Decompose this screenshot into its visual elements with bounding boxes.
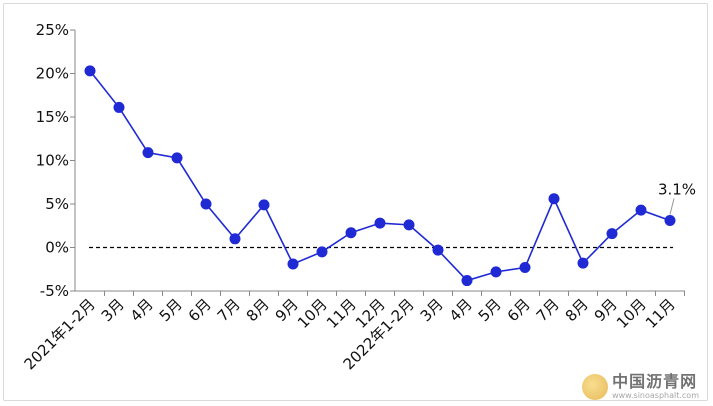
- x-tick-label: 11月: [323, 295, 360, 332]
- data-point: [490, 266, 502, 278]
- data-point: [519, 262, 531, 274]
- data-point: [403, 219, 415, 231]
- x-tick-label: 4月: [127, 295, 157, 325]
- watermark-en: www.sinoasphalt.com: [612, 391, 699, 400]
- data-point: [635, 204, 647, 216]
- data-point: [316, 246, 328, 258]
- x-tick-label: 3月: [417, 295, 447, 325]
- x-tick-label: 8月: [562, 295, 592, 325]
- data-point: [200, 198, 212, 210]
- watermark: 中国沥青网 www.sinoasphalt.com: [582, 374, 699, 400]
- data-point: [432, 244, 444, 256]
- x-tick-label: 7月: [533, 295, 563, 325]
- x-tick-label: 2021年1-2月: [21, 295, 99, 373]
- data-point: [171, 152, 183, 164]
- x-tick-label: 10月: [294, 295, 331, 332]
- x-tick-label: 7月: [214, 295, 244, 325]
- data-point: [461, 275, 473, 287]
- x-tick-label: 5月: [156, 295, 186, 325]
- data-point: [664, 215, 676, 227]
- y-tick-label: 0%: [45, 239, 69, 257]
- data-point: [229, 233, 241, 245]
- y-tick-label: 25%: [36, 21, 69, 39]
- annotation-leader: [669, 198, 675, 215]
- x-tick-label: 6月: [185, 295, 215, 325]
- data-point: [84, 65, 96, 77]
- y-tick-label: 5%: [45, 195, 69, 213]
- data-point: [142, 147, 154, 159]
- x-tick-label: 11月: [642, 295, 679, 332]
- x-tick-label: 8月: [243, 295, 273, 325]
- data-point: [606, 228, 618, 240]
- data-point: [548, 193, 560, 205]
- data-point: [374, 217, 386, 229]
- x-tick-label: 6月: [504, 295, 534, 325]
- data-point: [258, 199, 270, 211]
- series-line: [89, 70, 671, 282]
- data-point: [287, 258, 299, 270]
- annotation-label: 3.1%: [658, 181, 696, 199]
- data-point: [577, 257, 589, 269]
- x-tick-label: 4月: [446, 295, 476, 325]
- y-tick-label: -5%: [40, 282, 69, 300]
- x-tick-label: 3月: [98, 295, 128, 325]
- y-tick-label: 10%: [36, 152, 69, 170]
- watermark-logo-icon: [582, 374, 609, 400]
- chart-frame: [3, 3, 708, 401]
- y-tick-label: 20%: [36, 65, 69, 83]
- x-tick-label: 10月: [613, 295, 650, 332]
- y-tick-label: 15%: [36, 108, 69, 126]
- data-point: [345, 227, 357, 239]
- data-point: [113, 101, 125, 113]
- x-tick-label: 5月: [475, 295, 505, 325]
- watermark-cn: 中国沥青网: [612, 372, 698, 391]
